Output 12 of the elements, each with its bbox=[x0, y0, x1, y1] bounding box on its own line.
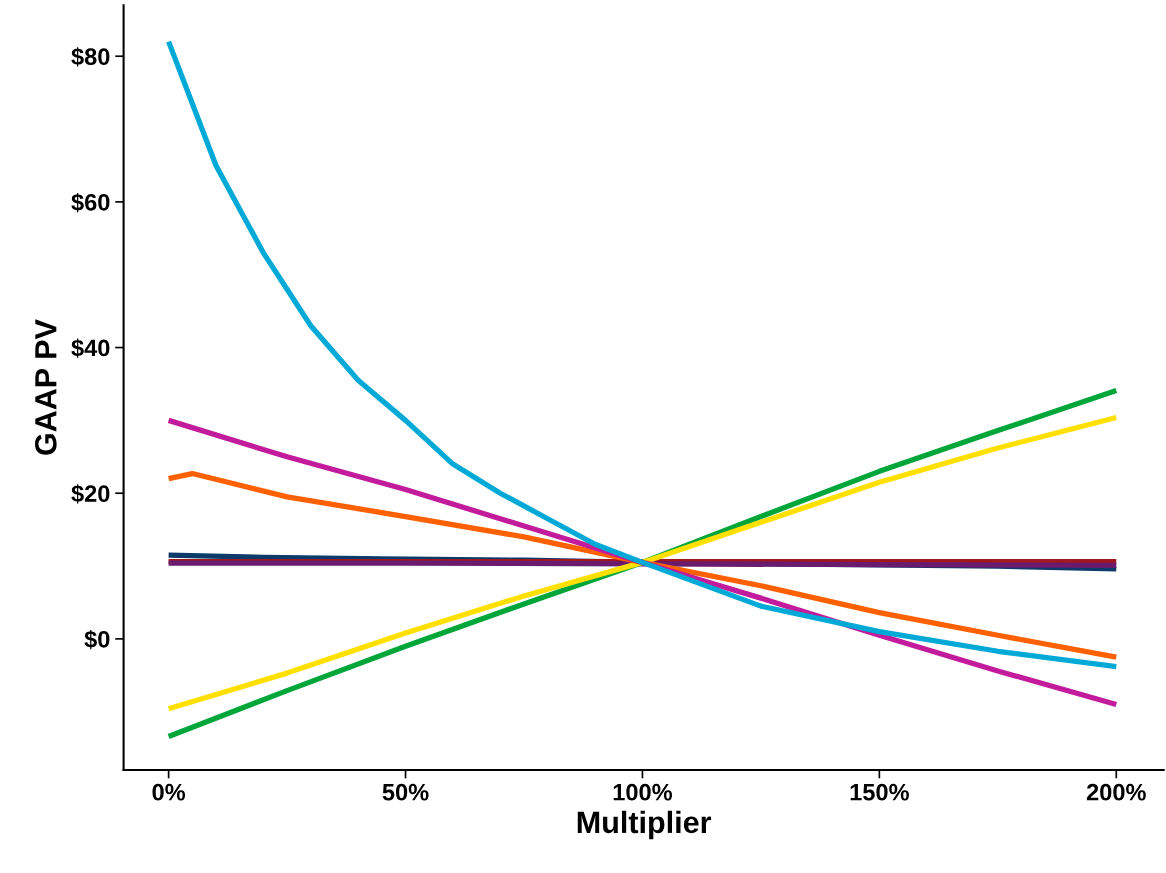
y-tick-label: $0 bbox=[84, 629, 110, 650]
y-tick-label: $40 bbox=[71, 338, 110, 358]
x-tick-label: 150% bbox=[850, 783, 909, 801]
y-tick-label: $60 bbox=[71, 192, 110, 213]
x-tick-label: 0% bbox=[152, 783, 186, 801]
x-tick-label: 50% bbox=[382, 783, 429, 801]
y-tick-label: $80 bbox=[71, 47, 110, 67]
y-axis-title: GAAP PV bbox=[35, 319, 57, 455]
y-tick-label: $20 bbox=[71, 484, 110, 504]
x-axis-title: Multiplier bbox=[577, 810, 712, 840]
x-tick-label: 200% bbox=[1086, 783, 1146, 801]
x-tick-label: 100% bbox=[613, 783, 673, 801]
